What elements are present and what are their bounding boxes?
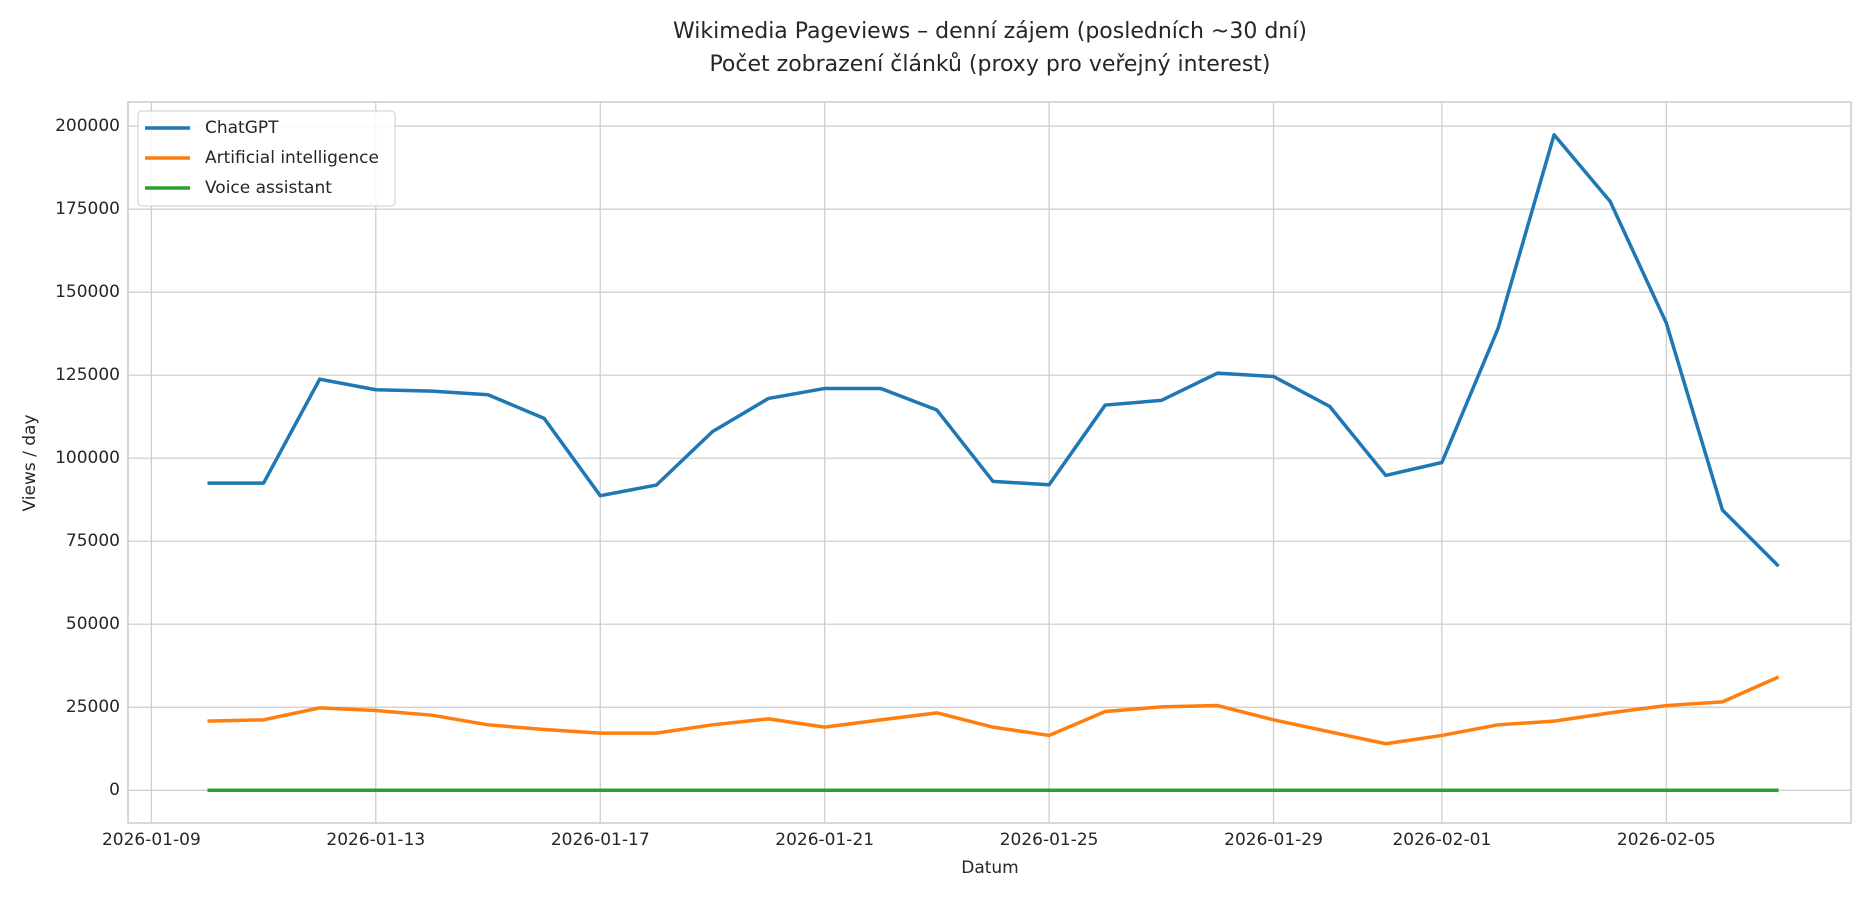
- y-tick-label: 175000: [55, 199, 120, 219]
- y-tick-label: 50000: [66, 614, 120, 634]
- x-tick-label: 2026-01-09: [102, 830, 201, 850]
- y-tick-label: 0: [109, 780, 120, 800]
- x-tick-label: 2026-01-17: [551, 830, 650, 850]
- legend-label: Voice assistant: [205, 178, 332, 198]
- y-tick-label: 100000: [55, 448, 120, 468]
- data-line: [207, 133, 1780, 568]
- x-tick-label: 2026-02-01: [1392, 830, 1491, 850]
- chart-title: Wikimedia Pageviews – denní zájem (posle…: [673, 19, 1307, 44]
- x-tick-label: 2026-01-29: [1224, 830, 1323, 850]
- chart-subtitle: Počet zobrazení článků (proxy pro veřejn…: [709, 52, 1270, 77]
- x-tick-label: 2026-01-21: [775, 830, 874, 850]
- y-tick-label: 125000: [55, 365, 120, 385]
- legend-box: [137, 110, 396, 207]
- x-tick-label: 2026-01-13: [326, 830, 425, 850]
- x-tick-label: 2026-01-25: [1000, 830, 1099, 850]
- legend-label: ChatGPT: [205, 118, 279, 138]
- x-tick-label: 2026-02-05: [1617, 830, 1716, 850]
- plot-frame: [127, 101, 1852, 824]
- data-line: [207, 675, 1780, 746]
- legend-label: Artificial intelligence: [205, 148, 379, 168]
- y-tick-label: 200000: [55, 116, 120, 136]
- y-tick-label: 75000: [66, 531, 120, 551]
- y-tick-label: 25000: [66, 697, 120, 717]
- x-axis-label: Datum: [961, 858, 1019, 878]
- y-axis-label: Views / day: [20, 414, 40, 511]
- y-tick-label: 150000: [55, 282, 120, 302]
